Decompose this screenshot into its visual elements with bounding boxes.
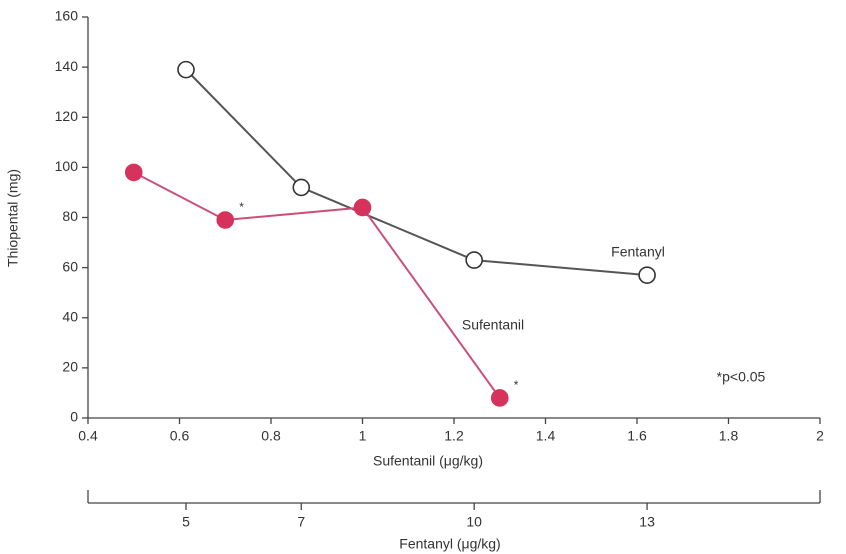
data-point [465,251,483,269]
y-tick-label: 120 [55,108,79,124]
series-line [133,171,501,399]
y-tick-label: 20 [62,359,78,375]
x-tick-label: 1.4 [536,428,556,444]
x-tick-label: 0.8 [261,428,281,444]
data-point [177,60,195,79]
x-tick-label: 2 [816,428,824,444]
point-label: * [514,378,519,392]
x2-tick-label: 10 [466,514,482,530]
x-tick-label: 1.6 [627,428,647,444]
x-tick-label: 1.8 [719,428,739,444]
x-tick-label: 0.6 [170,428,190,444]
x-tick-label: 1.2 [444,428,464,444]
x-tick-label: 1 [359,428,367,444]
series-label: Sufentanil [462,317,524,333]
data-point [124,163,143,182]
x2-tick-label: 5 [182,514,190,530]
y-tick-label: 160 [55,8,79,24]
y-tick-label: 80 [62,208,78,224]
note: *p<0.05 [717,369,766,385]
y-axis-title: Thiopental (mg) [5,169,21,267]
x-tick-label: 0.4 [78,428,98,444]
y-tick-label: 140 [55,58,79,74]
data-point [353,198,372,217]
x-axis-title: Sufentanil (μg/kg) [373,453,483,469]
y-tick-label: 40 [62,308,78,324]
y-tick-label: 0 [70,409,78,425]
data-point [490,389,509,407]
point-label: * [239,200,244,214]
series-label: Fentanyl [611,244,665,260]
x2-axis-title: Fentanyl (μg/kg) [399,536,500,552]
y-tick-label: 60 [62,258,78,274]
x2-tick-label: 7 [297,514,305,530]
y-tick-label: 100 [55,158,79,174]
data-point [292,178,311,197]
data-point [216,211,235,229]
data-point [638,266,656,284]
x2-tick-label: 13 [639,514,655,530]
series-line [185,68,648,277]
